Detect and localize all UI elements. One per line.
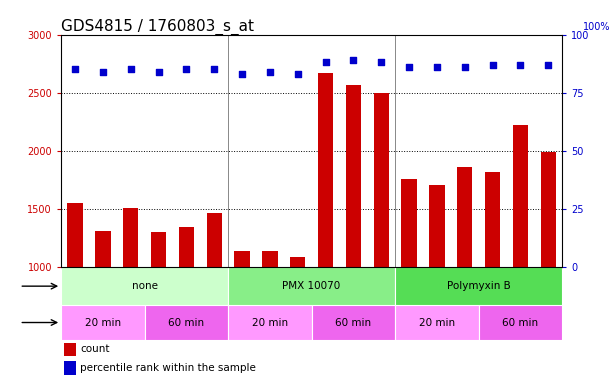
Text: count: count [80, 344, 109, 354]
Point [126, 66, 136, 73]
Point [70, 66, 80, 73]
Bar [485, 172, 500, 267]
Text: Polymyxin B: Polymyxin B [447, 281, 511, 291]
Point [404, 64, 414, 70]
Point [376, 60, 386, 66]
Bar [395, 267, 562, 305]
Bar [290, 257, 306, 267]
Bar [145, 305, 228, 340]
Point [432, 64, 442, 70]
Bar [346, 84, 361, 267]
Text: 60 min: 60 min [335, 318, 371, 328]
Point [237, 71, 247, 77]
Text: 60 min: 60 min [502, 318, 538, 328]
Bar [235, 251, 250, 267]
Point [516, 62, 525, 68]
Text: GDS4815 / 1760803_s_at: GDS4815 / 1760803_s_at [61, 18, 254, 35]
Point [265, 69, 275, 75]
Bar [95, 231, 111, 267]
Point [460, 64, 470, 70]
Bar [373, 93, 389, 267]
Bar [61, 267, 228, 305]
Bar [429, 185, 445, 267]
Bar [61, 305, 145, 340]
Point [543, 62, 553, 68]
Bar [395, 305, 478, 340]
Bar [478, 305, 562, 340]
Bar [207, 213, 222, 267]
Point [153, 69, 163, 75]
Text: 20 min: 20 min [252, 318, 288, 328]
Point [348, 57, 358, 63]
Point [321, 60, 331, 66]
Bar [178, 227, 194, 267]
Point [181, 66, 191, 73]
Bar [513, 125, 528, 267]
Bar [228, 305, 312, 340]
Bar [401, 179, 417, 267]
Bar [312, 305, 395, 340]
Bar [541, 152, 556, 267]
Bar [64, 343, 76, 356]
Bar [64, 361, 76, 374]
Point [488, 62, 497, 68]
Bar [457, 167, 472, 267]
Bar [262, 251, 277, 267]
Bar [151, 232, 166, 267]
Bar [228, 267, 395, 305]
Text: none: none [131, 281, 158, 291]
Bar [67, 203, 82, 267]
Point [293, 71, 302, 77]
Bar [123, 208, 138, 267]
Text: 20 min: 20 min [419, 318, 455, 328]
Point [210, 66, 219, 73]
Y-axis label: 100%: 100% [584, 22, 611, 32]
Text: 20 min: 20 min [85, 318, 121, 328]
Point [98, 69, 108, 75]
Text: percentile rank within the sample: percentile rank within the sample [80, 362, 256, 372]
Text: 60 min: 60 min [168, 318, 205, 328]
Bar [318, 73, 333, 267]
Text: PMX 10070: PMX 10070 [282, 281, 341, 291]
